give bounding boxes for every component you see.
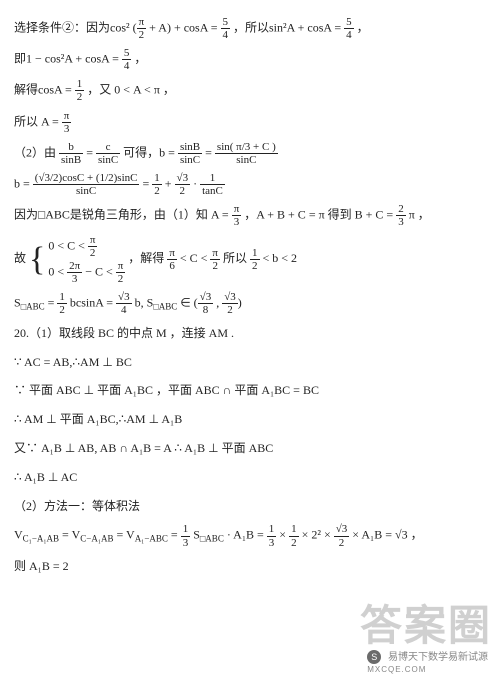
- frac-pi3b: π3: [232, 203, 242, 228]
- frac-r32: √32: [175, 172, 191, 197]
- line-1: 选择条件②：因为cos² (π2 + A) + cosA = 54 ，所以sin…: [14, 16, 486, 41]
- text: =: [171, 528, 178, 542]
- text: π ，: [409, 207, 430, 221]
- text: （2）由: [14, 145, 56, 159]
- text: 所以: [223, 251, 247, 265]
- frac-sinpi3c: sin( π/3 + C )sinC: [215, 141, 278, 166]
- frac-13b: 13: [267, 523, 277, 548]
- frac-pi2: π2: [137, 16, 147, 41]
- line-8: 故 { 0 < C < π2 0 < 2π3 − C < π2 ，解得 π6 <…: [14, 234, 486, 284]
- text: · A₁B =: [227, 528, 264, 542]
- text: 即1 − cos²A + cosA =: [14, 52, 119, 66]
- frac-complex: (√3/2)cosC + (1/2)sinCsinC: [33, 172, 140, 197]
- frac-csinc: csinC: [96, 141, 120, 166]
- line-3: 解得cosA = 12 ，又 0 < A < π ，: [14, 78, 486, 103]
- text: ，: [134, 52, 146, 66]
- text: ，又 0 < A < π ，: [87, 83, 175, 97]
- line-4: 所以 A = π3: [14, 110, 486, 135]
- frac-pi6: π6: [167, 247, 177, 272]
- text: b =: [14, 176, 30, 190]
- sub: □ABC: [153, 301, 177, 311]
- text: × A₁B = √3 ，: [352, 528, 422, 542]
- frac-bsinb: bsinB: [59, 141, 83, 166]
- footer-sub: MXCQE.COM: [367, 665, 426, 674]
- text: b, S: [135, 295, 154, 309]
- sub: A₁−ABC: [135, 534, 168, 544]
- content: 选择条件②：因为cos² (π2 + A) + cosA = 54 ，所以sin…: [0, 0, 500, 593]
- frac-sinbsinc: sinBsinC: [178, 141, 202, 166]
- text: 解得cosA =: [14, 83, 72, 97]
- text: ，A + B + C = π 得到 B + C =: [244, 207, 393, 221]
- text: < C <: [180, 251, 208, 265]
- text: ×: [279, 528, 286, 542]
- frac-12d: 12: [57, 291, 67, 316]
- frac-pi3: π3: [62, 110, 72, 135]
- line-15: ∴ A₁B ⊥ AC: [14, 466, 486, 489]
- text: = V: [116, 528, 134, 542]
- text: 可得，b =: [123, 145, 175, 159]
- footer-icon: S: [367, 650, 381, 664]
- text: =: [86, 145, 93, 159]
- frac-r34: √34: [116, 291, 132, 316]
- frac-54: 54: [221, 16, 231, 41]
- text: 选择条件②：因为cos²: [14, 20, 130, 34]
- line-10: 20.（1）取线段 BC 的中点 M ，连接 AM .: [14, 322, 486, 345]
- frac-r38: √38: [198, 291, 214, 316]
- watermark: 答案圈: [360, 592, 492, 653]
- text: ，所以sin²A + cosA =: [233, 20, 341, 34]
- frac-12: 12: [75, 78, 85, 103]
- line-11: ∵ AC = AB,∴AM ⊥ BC: [14, 351, 486, 374]
- text: 因为□ABC是锐角三角形，由（1）知 A =: [14, 207, 229, 221]
- line-16: （2）方法一：等体积法: [14, 495, 486, 518]
- text: bcsinA =: [70, 295, 113, 309]
- sub: □ABC: [21, 301, 45, 311]
- text: < b < 2: [263, 251, 298, 265]
- brace-icon: {: [29, 243, 45, 277]
- text: S: [14, 295, 21, 309]
- text: ，: [357, 20, 369, 34]
- text: + cosA =: [174, 20, 218, 34]
- line-5: （2）由 bsinB = csinC 可得，b = sinBsinC = sin…: [14, 141, 486, 166]
- frac-54b: 54: [344, 16, 354, 41]
- frac-r32c: √32: [334, 523, 350, 548]
- line-17: VC₁−A₁AB = VC−A₁AB = VA₁−ABC = 13 S□ABC …: [14, 523, 486, 548]
- text: ∈: [180, 295, 190, 309]
- text: = V: [62, 528, 80, 542]
- text: × 2² ×: [302, 528, 331, 542]
- frac-23: 23: [396, 203, 406, 228]
- frac-12e: 12: [289, 523, 299, 548]
- frac-pi2b: π2: [210, 247, 220, 272]
- sub: C−A₁AB: [80, 534, 113, 544]
- text: 故: [14, 251, 26, 265]
- text: V: [14, 528, 23, 542]
- frac-r32b: √32: [222, 291, 238, 316]
- text: =: [142, 176, 149, 190]
- text: S: [193, 528, 200, 542]
- text: +: [165, 176, 172, 190]
- case-stack: 0 < C < π2 0 < 2π3 − C < π2: [48, 234, 125, 284]
- line-14: 又∵ A₁B ⊥ AB, AB ∩ A₁B = A ∴ A₁B ⊥ 平面 ABC: [14, 437, 486, 460]
- line-6: b = (√3/2)cosC + (1/2)sinCsinC = 12 + √3…: [14, 172, 486, 197]
- frac-12b: 12: [152, 172, 162, 197]
- frac-1tanc: 1tanC: [200, 172, 225, 197]
- sub: □ABC: [200, 534, 224, 544]
- line-12: ∵ 平面 ABC ⊥ 平面 A₁BC ，平面 ABC ∩ 平面 A₁BC = B…: [14, 379, 486, 402]
- line-9: S□ABC = 12 bcsinA = √34 b, S□ABC ∈ (√38 …: [14, 291, 486, 316]
- line-18: 则 A₁B = 2: [14, 555, 486, 578]
- sub: C₁−A₁AB: [23, 534, 59, 544]
- frac-12c: 12: [250, 247, 260, 272]
- line-7: 因为□ABC是锐角三角形，由（1）知 A = π3 ，A + B + C = π…: [14, 203, 486, 228]
- line-13: ∴ AM ⊥ 平面 A₁BC,∴AM ⊥ A₁B: [14, 408, 486, 431]
- frac-13: 13: [181, 523, 191, 548]
- footer: S 易博天下数学易新试源 MXCQE.COM: [367, 648, 488, 675]
- frac-54c: 54: [122, 47, 132, 72]
- line-2: 即1 − cos²A + cosA = 54 ，: [14, 47, 486, 72]
- text: 所以 A =: [14, 114, 59, 128]
- text: ·: [193, 176, 197, 190]
- text: =: [205, 145, 212, 159]
- footer-text: 易博天下数学易新试源: [388, 652, 488, 663]
- text: ，解得: [128, 251, 164, 265]
- text: =: [48, 295, 55, 309]
